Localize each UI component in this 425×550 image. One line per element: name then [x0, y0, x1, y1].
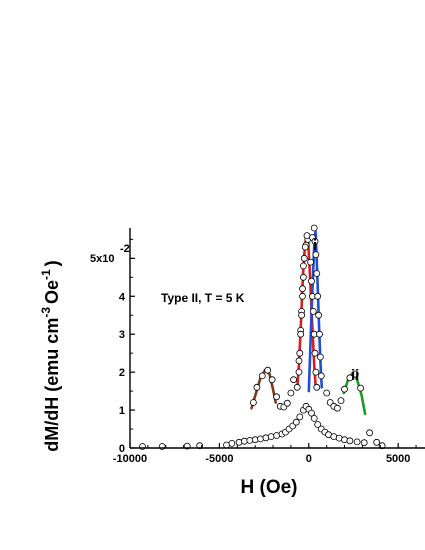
data-point: [353, 438, 361, 446]
data-point: [267, 433, 275, 441]
y-axis-title-mid: Oe: [42, 280, 62, 304]
data-point: [310, 414, 318, 422]
data-point: [295, 368, 303, 376]
data-point: [337, 397, 345, 405]
data-point: [295, 357, 303, 365]
data-point: [308, 277, 315, 285]
x-axis-title: H (Oe): [241, 477, 298, 498]
data-point: [313, 383, 321, 391]
data-point: [296, 349, 304, 357]
data-point: [296, 413, 304, 421]
y-tick-label: 3: [119, 329, 125, 341]
data-point: [315, 311, 323, 319]
plot-markers: [139, 224, 386, 450]
data-point: [323, 389, 331, 397]
data-point: [357, 384, 365, 392]
data-point: [309, 307, 317, 315]
y-axis-title-main: dM/dH (emu cm: [42, 318, 62, 452]
y-scale-mantissa: 5x10: [90, 253, 114, 265]
y-tick-label: 1: [119, 405, 125, 417]
data-point: [299, 292, 306, 300]
data-point: [299, 285, 306, 293]
data-point: [346, 374, 354, 382]
data-point: [346, 437, 354, 445]
annotation-ii: ii: [351, 367, 359, 384]
series-line: [307, 230, 324, 393]
annotation-type-label: Type II, T = 5 K: [161, 291, 245, 305]
data-point: [341, 436, 348, 444]
data-point: [287, 389, 295, 397]
y-tick-label: 0: [119, 443, 125, 455]
data-point: [313, 270, 321, 277]
data-point: [311, 349, 319, 357]
data-point: [312, 368, 320, 376]
data-point: [283, 399, 291, 407]
data-point: [312, 251, 320, 259]
data-point: [299, 262, 307, 270]
data-point: [316, 330, 323, 338]
x-tick-label: 0: [306, 453, 312, 465]
axes: -10000 -5000 0 5000 0 1 2 3 4: [113, 228, 425, 465]
data-point: [307, 258, 315, 266]
data-point: [351, 370, 359, 378]
data-point: [257, 435, 264, 443]
data-point: [310, 224, 318, 232]
y-tick-label: 2: [119, 367, 125, 379]
data-point: [366, 429, 374, 437]
data-point: [308, 409, 315, 417]
data-point: [298, 311, 306, 319]
data-point: [317, 372, 325, 380]
data-point: [316, 353, 324, 361]
data-point: [297, 330, 305, 338]
data-point: [301, 243, 309, 251]
data-point: [258, 372, 266, 380]
data-point: [314, 292, 322, 300]
data-point: [292, 418, 300, 426]
data-point: [290, 376, 298, 384]
data-point: [360, 439, 368, 447]
data-point: [249, 399, 257, 406]
y-scale-exponent: -2: [120, 243, 130, 255]
data-point: [253, 383, 261, 391]
y-axis-title-exp1: -3: [39, 307, 53, 318]
data-point: [333, 404, 341, 412]
x-tick-label: -5000: [205, 453, 233, 465]
data-point: [264, 366, 272, 374]
x-tick-label: -10000: [113, 453, 147, 465]
data-point: [299, 273, 307, 281]
annotation-i: i: [313, 237, 317, 254]
data-point: [373, 438, 381, 446]
y-axis-title: dM/dH (emu cm-3 Oe-1): [39, 260, 62, 451]
data-point: [311, 237, 319, 245]
data-point: [293, 383, 301, 391]
y-axis-title-exp2: -1: [39, 269, 53, 280]
plot-lines: [250, 230, 367, 416]
data-point: [273, 393, 281, 401]
y-axis-title-end: ): [42, 260, 62, 266]
data-point: [341, 385, 348, 393]
data-point: [228, 439, 236, 447]
data-point: [268, 376, 276, 384]
data-point: [314, 421, 322, 428]
x-tick-label: 5000: [386, 453, 410, 465]
data-point: [300, 254, 308, 262]
y-tick-label: 4: [119, 291, 126, 303]
